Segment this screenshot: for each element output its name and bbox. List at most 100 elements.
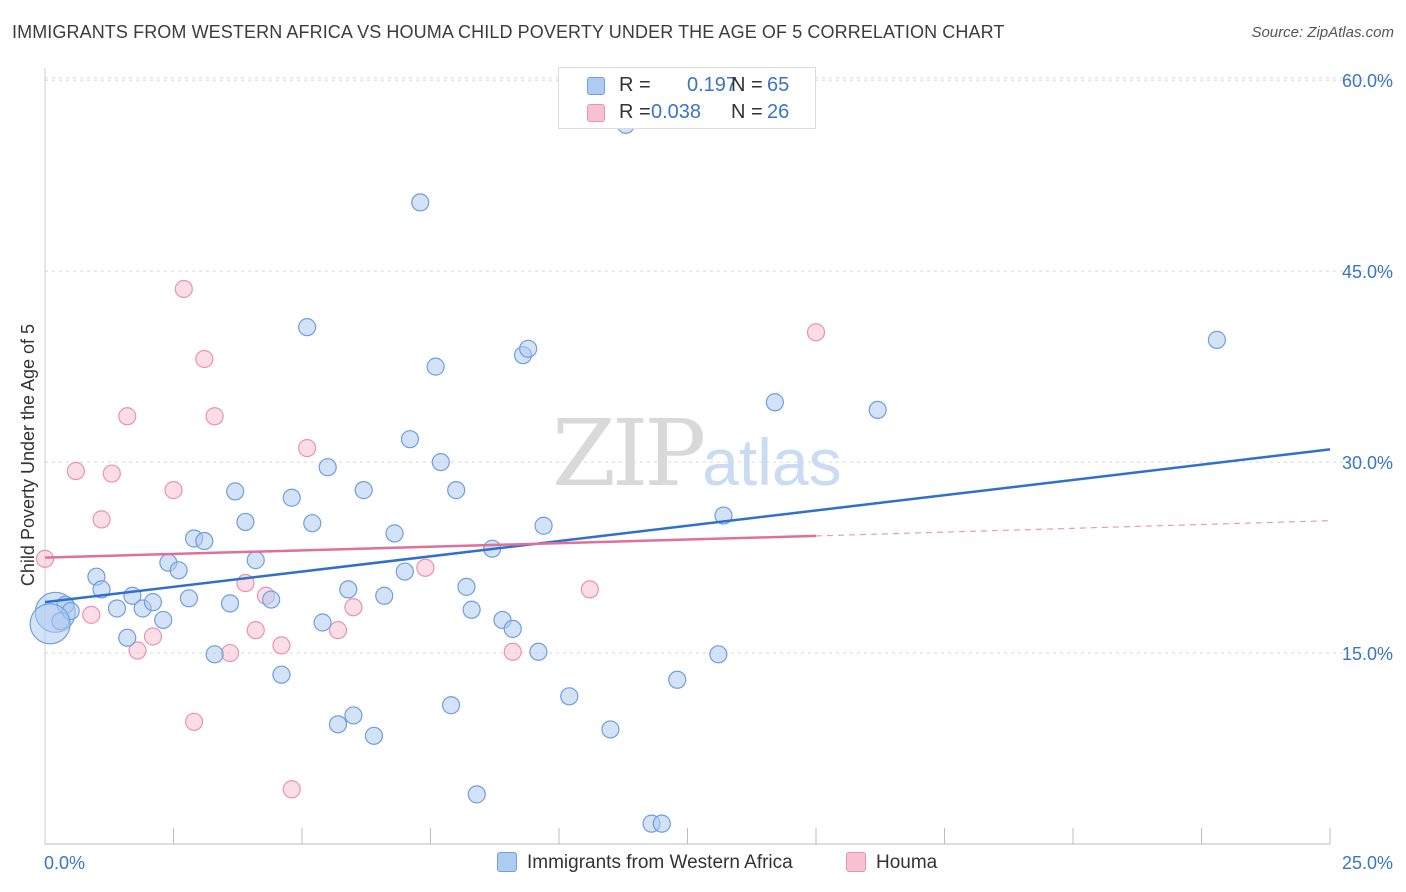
houma-point — [580, 580, 599, 599]
western-africa-point — [560, 687, 579, 706]
western-africa-point — [431, 453, 450, 472]
houma-point — [164, 481, 183, 500]
x-tick-label: 25.0% — [1342, 853, 1393, 873]
western-africa-point — [457, 577, 476, 596]
houma-point — [174, 279, 193, 299]
western-africa-point — [462, 600, 481, 619]
legend-n-value: 65 — [767, 74, 790, 96]
houma-point — [128, 641, 147, 660]
legend-swatch-blue — [587, 77, 605, 95]
houma-point — [806, 323, 826, 342]
western-africa-point — [765, 393, 784, 412]
tick-labels: 15.0% 30.0% 45.0% 60.0% 0.0% 25.0% — [44, 71, 1393, 873]
legend-n-value: 26 — [767, 101, 790, 123]
houma-point — [220, 643, 240, 663]
houma-point — [205, 407, 224, 426]
western-africa-point — [220, 594, 240, 613]
trend-line-western-africa — [44, 448, 1331, 604]
western-africa-point — [154, 610, 173, 630]
legend-swatch-pink — [846, 852, 866, 872]
legend-n-label: N = — [731, 74, 763, 96]
western-africa-point — [709, 645, 728, 664]
western-africa-point — [1207, 330, 1227, 349]
legend-item-western-africa[interactable]: Immigrants from Western Africa — [497, 852, 793, 878]
western-africa-point — [668, 670, 687, 689]
grid-lines — [45, 77, 1392, 654]
western-africa-point — [313, 613, 332, 632]
western-africa-point — [205, 645, 224, 664]
houma-point — [503, 642, 522, 661]
western-africa-point — [107, 599, 127, 618]
western-africa-point — [344, 706, 363, 725]
trend-line-houma-extension — [815, 520, 1331, 537]
series-western-africa-points — [29, 115, 1227, 833]
western-africa-point — [236, 512, 255, 532]
western-africa-point — [118, 628, 137, 647]
houma-point — [282, 780, 301, 799]
western-africa-point — [298, 318, 317, 337]
legend-r-value: 0.197 — [687, 74, 738, 96]
western-africa-point — [601, 720, 620, 739]
axes — [44, 68, 1331, 845]
houma-point — [143, 627, 163, 646]
houma-point — [35, 549, 55, 568]
houma-point — [328, 621, 348, 640]
y-tick-label: 45.0% — [1342, 262, 1393, 282]
western-africa-point — [169, 561, 188, 580]
y-tick-label: 15.0% — [1342, 644, 1393, 664]
western-africa-point — [447, 481, 466, 500]
western-africa-point — [354, 481, 373, 500]
trend-line-houma — [44, 534, 817, 559]
western-africa-point — [364, 726, 384, 745]
western-africa-point — [303, 514, 322, 533]
western-africa-point — [375, 586, 394, 605]
western-africa-point — [226, 482, 245, 501]
legend-item-houma[interactable]: Houma — [846, 852, 937, 878]
houma-point — [416, 558, 435, 577]
western-africa-point — [195, 531, 214, 551]
western-africa-point — [262, 590, 281, 609]
chart-title: IMMIGRANTS FROM WESTERN AFRICA VS HOUMA … — [12, 22, 1005, 42]
houma-point — [195, 349, 214, 369]
western-africa-point — [529, 642, 548, 661]
series-legend: Immigrants from Western Africa Houma — [0, 852, 1406, 878]
western-africa-point — [519, 339, 538, 358]
legend-row-houma: R = 0.038 N = 26 — [559, 101, 815, 127]
y-tick-label: 30.0% — [1342, 453, 1393, 473]
houma-point — [102, 464, 121, 483]
houma-point — [92, 510, 111, 529]
source-label: Source: ZipAtlas.com — [1251, 24, 1394, 41]
houma-point — [272, 636, 291, 655]
x-tick-label: 0.0% — [44, 853, 85, 873]
western-africa-point — [143, 593, 163, 612]
western-africa-point — [328, 715, 348, 734]
western-africa-point — [29, 603, 71, 645]
houma-point — [82, 605, 101, 624]
y-axis-label: Child Poverty Under the Age of 5 — [18, 324, 38, 586]
western-africa-point — [179, 589, 199, 608]
western-africa-point — [868, 400, 887, 420]
y-axis-label-group: Child Poverty Under the Age of 5 — [18, 324, 38, 586]
legend-swatch-pink — [587, 104, 605, 122]
western-africa-point — [503, 619, 522, 638]
western-africa-point — [395, 562, 414, 581]
legend-row-western-africa: R = 0.197 N = 65 — [559, 74, 815, 100]
houma-point — [66, 461, 85, 481]
y-tick-label: 60.0% — [1342, 71, 1393, 91]
legend-n-label: N = — [731, 101, 763, 123]
western-africa-point — [534, 516, 553, 535]
houma-point — [344, 598, 363, 617]
western-africa-point — [411, 193, 430, 212]
legend-r-label: R = — [619, 74, 651, 96]
western-africa-point — [246, 551, 265, 570]
houma-point — [184, 712, 204, 731]
legend-swatch-blue — [497, 852, 517, 872]
western-africa-point — [467, 785, 486, 804]
legend-label-western-africa: Immigrants from Western Africa — [527, 852, 793, 873]
western-africa-point — [652, 814, 671, 833]
western-africa-point — [426, 357, 445, 376]
legend-label-houma: Houma — [876, 852, 938, 873]
correlation-legend: R = 0.197 N = 65 R = 0.038 N = 26 — [558, 67, 816, 129]
houma-point — [246, 621, 265, 640]
